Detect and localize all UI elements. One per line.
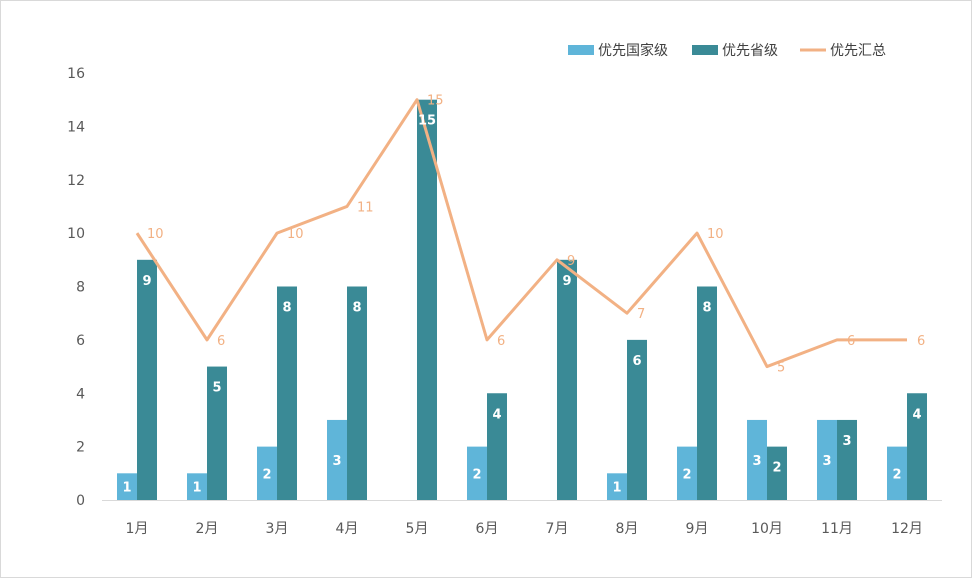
x-tick-label: 6月 [476, 521, 499, 537]
line-data-label: 5 [777, 361, 785, 376]
bar-national [677, 446, 697, 500]
bar-provincial [627, 339, 647, 500]
y-tick-label: 14 [67, 119, 85, 135]
bar-data-label: 3 [842, 434, 851, 449]
bar-provincial [137, 259, 157, 500]
bar-data-label: 8 [282, 301, 291, 316]
bar-provincial [417, 99, 437, 500]
line-data-labels: 10 6 10 11 15 6 9 7 10 5 6 6 [147, 94, 925, 376]
line-data-label: 6 [917, 334, 925, 349]
x-tick-label: 12月 [891, 521, 923, 537]
bar-data-label: 3 [332, 454, 341, 469]
y-tick-label: 8 [76, 280, 85, 296]
x-tick-label: 3月 [266, 521, 289, 537]
y-tick-label: 0 [76, 493, 85, 509]
line-data-label: 6 [217, 334, 225, 349]
bar-data-label: 2 [772, 461, 781, 476]
x-tick-label: 9月 [686, 521, 709, 537]
y-tick-label: 10 [67, 226, 85, 242]
bar-data-label: 3 [822, 454, 831, 469]
bar-national [187, 473, 207, 500]
line-data-label: 15 [427, 94, 444, 109]
line-data-label: 6 [497, 334, 505, 349]
bar-provincial [347, 286, 367, 500]
bar-data-label: 9 [562, 274, 571, 289]
bar-provincial [277, 286, 297, 500]
bar-data-label: 6 [632, 354, 641, 369]
bar-data-label: 2 [472, 467, 481, 482]
bar-national [887, 446, 907, 500]
bar-provincial [837, 419, 857, 500]
bar-data-label: 4 [912, 407, 921, 422]
bar-national [747, 419, 767, 500]
line-data-label: 9 [567, 254, 575, 269]
bar-data-label: 2 [682, 467, 691, 482]
x-tick-label: 2月 [196, 521, 219, 537]
x-axis: 1月 2月 3月 4月 5月 6月 7月 8月 9月 10月 11月 12月 [102, 500, 942, 537]
bar-data-label: 15 [418, 114, 436, 129]
bar-data-label: 9 [142, 274, 151, 289]
bar-marks [117, 99, 927, 500]
chart-legend: 优先国家级 优先省级 优先汇总 [568, 42, 886, 59]
bar-provincial [207, 366, 227, 500]
x-tick-label: 10月 [751, 521, 783, 537]
bar-provincial [697, 286, 717, 500]
y-tick-label: 6 [76, 333, 85, 349]
bar-data-label: 3 [752, 454, 761, 469]
bar-data-label: 8 [352, 301, 361, 316]
bar-national [117, 473, 137, 500]
bar-national [327, 419, 347, 500]
y-tick-label: 16 [67, 66, 85, 82]
legend-label: 优先汇总 [830, 43, 886, 59]
bar-data-label: 1 [122, 481, 131, 496]
x-tick-label: 5月 [406, 521, 429, 537]
bar-provincial [487, 393, 507, 500]
x-tick-label: 1月 [126, 521, 149, 537]
y-tick-label: 2 [76, 440, 85, 456]
x-tick-label: 7月 [546, 521, 569, 537]
line-data-label: 11 [357, 200, 374, 215]
legend-swatch [692, 45, 718, 55]
bar-provincial [557, 259, 577, 500]
bar-data-label: 4 [492, 407, 501, 422]
bar-national [607, 473, 627, 500]
bar-data-label: 8 [702, 301, 711, 316]
y-axis: 0 2 4 6 8 10 12 14 16 [67, 66, 85, 509]
legend-swatch [568, 45, 594, 55]
bar-data-label: 5 [212, 381, 221, 396]
line-data-label: 10 [287, 227, 304, 242]
line-data-label: 7 [637, 307, 645, 322]
legend-label: 优先国家级 [598, 42, 668, 59]
bar-provincial [767, 446, 787, 500]
bar-data-label: 1 [612, 481, 621, 496]
bar-national [817, 419, 837, 500]
y-tick-label: 4 [76, 386, 85, 402]
line-data-label: 10 [707, 227, 724, 242]
bar-national [467, 446, 487, 500]
line-data-label: 10 [147, 227, 164, 242]
bar-data-label: 2 [892, 467, 901, 482]
x-tick-label: 4月 [336, 521, 359, 537]
x-tick-label: 11月 [821, 521, 853, 537]
legend-label: 优先省级 [722, 43, 778, 59]
line-total-series [135, 98, 907, 369]
bar-provincial [907, 393, 927, 500]
bar-data-label: 1 [192, 481, 201, 496]
y-tick-label: 12 [67, 173, 85, 189]
bar-national [257, 446, 277, 500]
x-tick-label: 8月 [616, 521, 639, 537]
bar-data-label: 2 [262, 467, 271, 482]
line-data-label: 6 [847, 334, 855, 349]
total-line [135, 98, 907, 369]
